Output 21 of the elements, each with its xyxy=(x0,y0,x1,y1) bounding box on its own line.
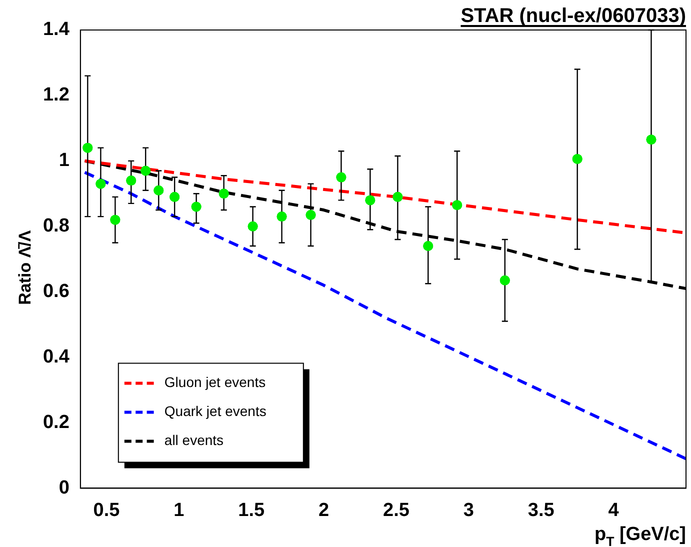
x-tick-label: 2.5 xyxy=(383,500,410,521)
y-tick-label: 0.4 xyxy=(42,346,70,368)
y-tick-label: 1.4 xyxy=(42,19,70,40)
legend-label: Quark jet events xyxy=(164,403,266,420)
y-tick-label: 0 xyxy=(58,477,70,498)
x-tick-label: 2 xyxy=(318,500,330,521)
y-tick-label: 0.6 xyxy=(42,281,70,302)
y-tick-label: 0.8 xyxy=(42,216,70,237)
y-tick-label: 0.2 xyxy=(42,412,70,433)
x-tick-label: 1.5 xyxy=(238,500,266,521)
x-tick-label: 0.5 xyxy=(93,500,120,521)
x-tick-label: 3.5 xyxy=(528,500,555,521)
y-tick-label: 1 xyxy=(58,150,70,172)
legend-label: Gluon jet events xyxy=(164,374,266,390)
x-tick-label: 3 xyxy=(463,500,474,521)
y-tick-label: 1.2 xyxy=(42,84,70,106)
x-tick-label: 4 xyxy=(608,500,620,521)
chart-title: STAR (nucl-ex/0607033) xyxy=(460,5,686,27)
y-axis-title: Ratio Λ̄/Λ xyxy=(15,230,34,305)
x-tick-label: 1 xyxy=(174,500,185,521)
legend-label: all events xyxy=(164,432,224,448)
